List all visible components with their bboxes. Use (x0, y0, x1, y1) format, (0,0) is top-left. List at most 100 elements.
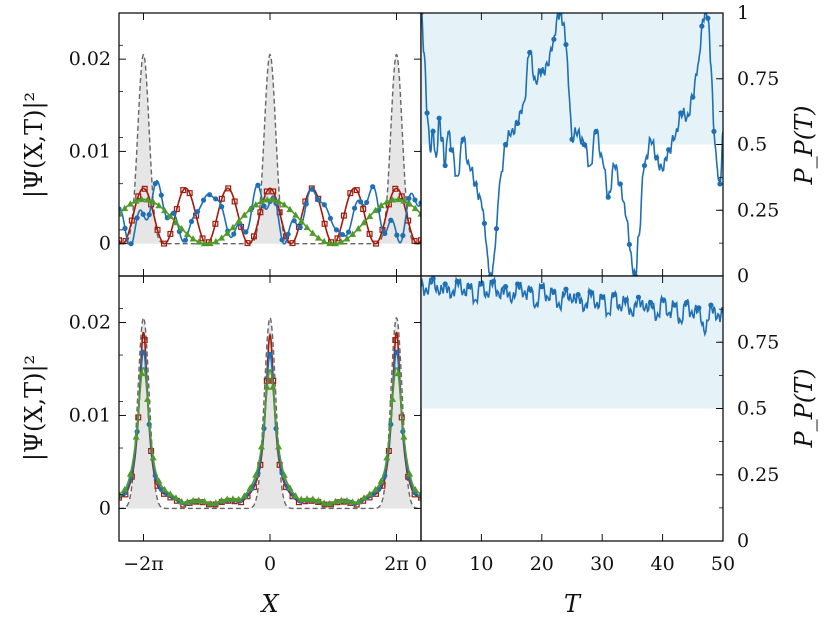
data-point (292, 492, 300, 499)
data-point (140, 349, 146, 355)
data-point (641, 162, 648, 169)
data-point (581, 141, 587, 148)
data-point (303, 223, 311, 231)
data-point (126, 200, 134, 207)
x-tick-label: 50 (711, 553, 735, 575)
data-point (218, 195, 225, 202)
data-point (392, 337, 399, 344)
data-point (166, 490, 174, 497)
data-point (158, 192, 164, 198)
data-point (551, 289, 557, 295)
y-tick-label: 0.25 (737, 464, 779, 486)
data-point (315, 197, 321, 203)
data-point (152, 181, 158, 187)
data-point (460, 136, 466, 142)
data-point (186, 190, 193, 197)
data-point (200, 497, 208, 505)
series-line (119, 331, 421, 507)
data-point (263, 383, 271, 390)
data-point (255, 182, 261, 188)
data-point (229, 223, 237, 231)
data-point (291, 218, 297, 224)
data-point (366, 490, 374, 497)
data-point (711, 128, 717, 134)
data-point (280, 471, 288, 478)
data-point (690, 94, 696, 100)
data-point (551, 36, 557, 42)
data-point (280, 201, 288, 208)
plot-area (421, 276, 723, 409)
data-point (275, 197, 283, 205)
data-point (303, 201, 309, 207)
data-point (267, 351, 273, 357)
data-point (172, 218, 180, 226)
data-point (442, 162, 448, 169)
data-point (653, 155, 660, 161)
data-point (430, 128, 436, 134)
data-point (160, 240, 167, 247)
data-point (269, 383, 277, 390)
data-point (279, 237, 285, 243)
data-point (388, 196, 397, 203)
data-point (371, 485, 379, 493)
data-point (178, 225, 186, 232)
data-point (493, 226, 500, 232)
shaded-band (421, 276, 723, 409)
data-point (183, 230, 191, 237)
data-point (182, 237, 189, 243)
data-point (218, 234, 226, 241)
data-point (207, 192, 213, 198)
data-point (660, 297, 666, 303)
reference-curve (119, 316, 421, 510)
data-point (189, 497, 197, 504)
data-point (454, 278, 460, 284)
data-point (128, 217, 135, 224)
data-point (699, 23, 705, 29)
data-point (351, 205, 358, 211)
data-point (244, 240, 251, 247)
reference-fill (119, 317, 421, 509)
data-point (478, 281, 484, 287)
data-point (183, 498, 191, 505)
data-point (173, 206, 180, 213)
data-point (321, 220, 328, 227)
data-point (297, 224, 303, 230)
data-point (617, 181, 623, 187)
data-point (297, 217, 305, 224)
data-point (388, 395, 397, 402)
data-point (366, 212, 374, 219)
data-point (347, 190, 354, 197)
data-point (326, 499, 334, 507)
data-point (717, 181, 723, 187)
data-point (377, 477, 385, 484)
data-point (170, 210, 176, 216)
y-tick-label: 0.5 (737, 134, 767, 156)
data-point (527, 49, 533, 56)
data-point (275, 442, 283, 450)
data-point (392, 185, 399, 192)
data-point (466, 284, 472, 290)
data-point (155, 201, 163, 209)
data-point (143, 395, 152, 402)
data-point (442, 281, 448, 287)
data-point (135, 193, 142, 200)
data-point (252, 201, 260, 208)
x-tick-label: 0 (415, 553, 427, 575)
data-point (180, 187, 187, 194)
ylabel-top-left: |Ψ(X,T)|² (20, 92, 49, 198)
data-point (515, 281, 521, 287)
data-point (240, 211, 248, 218)
data-point (575, 291, 581, 298)
data-point (297, 495, 305, 502)
data-point (339, 231, 346, 238)
data-point (340, 212, 347, 219)
data-point (149, 453, 157, 461)
data-point (119, 237, 122, 244)
reference-curve (119, 53, 421, 245)
data-point (146, 212, 152, 218)
data-point (178, 498, 186, 505)
data-point (605, 194, 611, 200)
x-tick-label: 10 (469, 553, 493, 575)
plot-area (119, 316, 421, 510)
data-point (270, 188, 277, 195)
